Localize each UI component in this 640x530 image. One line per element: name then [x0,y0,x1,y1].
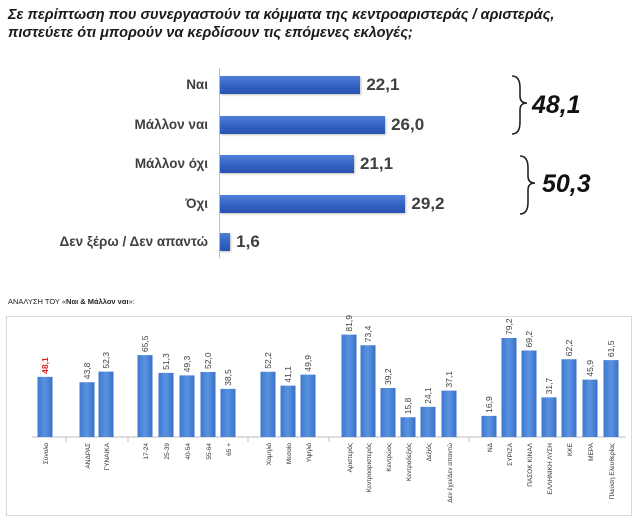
top-bar [220,195,406,213]
top-bar [220,116,386,134]
top-category-label: Ναι [186,77,208,92]
brace-yes [511,75,528,135]
chart-title: Σε περίπτωση που συνεργαστούν τα κόμματα… [8,6,628,42]
top-bar-value: 22,1 [366,75,400,94]
subtitle-suffix: »: [128,297,135,306]
top-bar [220,155,354,173]
top-bar [220,76,361,94]
sum-no-label: 50,3 [542,170,591,198]
top-chart-axis [219,68,220,258]
group-braces [511,75,536,215]
top-category-label: Μάλλον όχι [134,156,208,171]
subtitle-prefix: ΑΝΑΛΥΣΗ ΤΟΥ « [8,297,67,306]
subtitle-bold: Ναι & Μάλλον ναι [66,297,129,306]
top-category-label: Όχι [185,196,208,211]
brace-no [519,155,536,215]
top-bar-value: 1,6 [236,232,260,251]
breakdown-subtitle: ΑΝΑΛΥΣΗ ΤΟΥ «Ναι & Μάλλον ναι»: [8,297,135,306]
title-line-2: πιστεύετε ότι μπορούν να κερδίσουν τις ε… [8,25,413,41]
top-bar [220,233,231,251]
top-bar-value: 26,0 [391,115,425,134]
top-category-label: Δεν ξέρω / Δεν απαντώ [59,234,208,249]
top-bar-value: 29,2 [411,194,445,213]
breakdown-frame [6,316,632,516]
sum-yes-label: 48,1 [532,91,581,119]
title-line-1: Σε περίπτωση που συνεργαστούν τα κόμματα… [8,7,555,23]
top-category-label: Μάλλον ναι [134,117,208,132]
top-bar-value: 21,1 [359,154,394,173]
